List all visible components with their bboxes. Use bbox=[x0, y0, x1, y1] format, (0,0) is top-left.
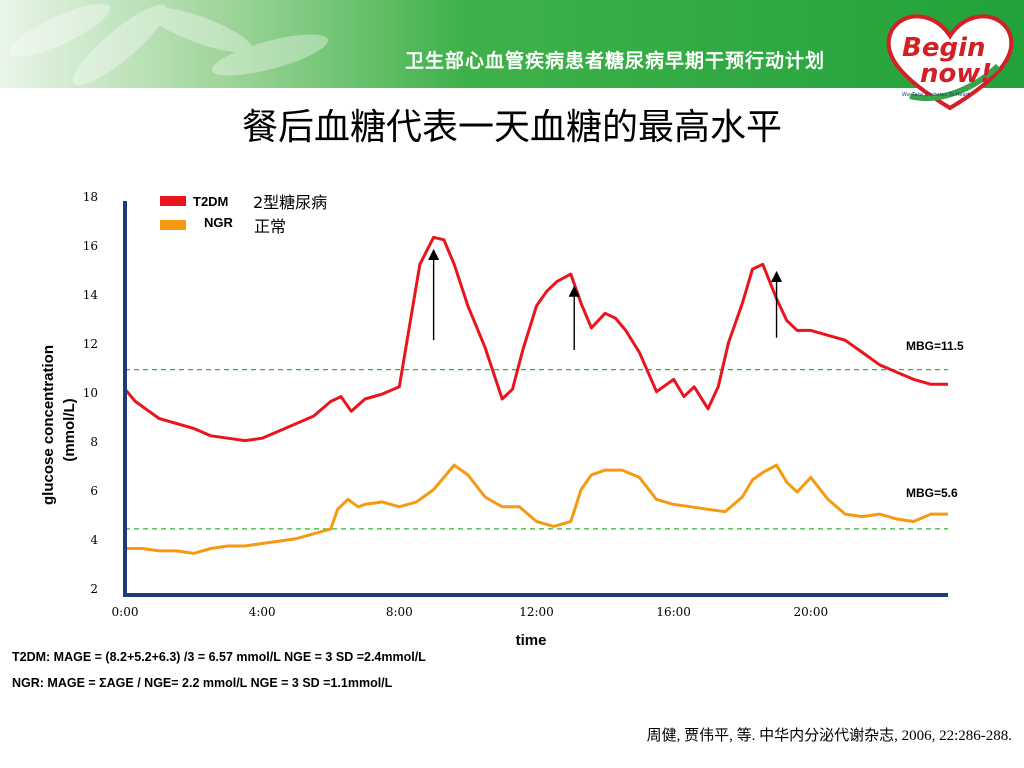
y-tick-label: 4 bbox=[90, 533, 98, 547]
x-tick-label: 8:00 bbox=[386, 605, 413, 619]
x-tick-label: 4:00 bbox=[249, 605, 276, 619]
x-tick-mark bbox=[808, 593, 813, 597]
mbg-label-ngr: MBG=5.6 bbox=[906, 486, 958, 500]
y-tick-label: 8 bbox=[90, 435, 98, 449]
y-tick-mark bbox=[123, 201, 127, 205]
y-tick-label: 12 bbox=[83, 337, 98, 351]
legend-desc-t2dm: 2型糖尿病 bbox=[253, 193, 327, 212]
x-tick-label: 20:00 bbox=[794, 605, 829, 619]
svg-text:Begin: Begin bbox=[902, 33, 985, 63]
y-tick-label: 6 bbox=[90, 484, 98, 498]
y-tick-mark bbox=[123, 299, 127, 303]
hands-watermark bbox=[9, 3, 329, 86]
y-tick-label: 14 bbox=[83, 288, 99, 302]
legend-label-ngr: NGR bbox=[204, 215, 234, 230]
x-tick-mark bbox=[260, 593, 265, 597]
y-tick-mark bbox=[123, 397, 127, 401]
citation: 周健, 贾伟平, 等. 中华内分泌代谢杂志, 2006, 22:286-288. bbox=[646, 728, 1012, 744]
svg-text:We Take Diabetes To Heart: We Take Diabetes To Heart bbox=[902, 92, 971, 98]
y-tick-mark bbox=[123, 348, 127, 352]
y-tick-label: 2 bbox=[90, 582, 98, 596]
footnote-ngr: NGR: MAGE = ΣAGE / NGE= 2.2 mmol/L NGE =… bbox=[12, 676, 393, 690]
y-axis-label-line1: glucose concentration bbox=[40, 345, 57, 505]
legend-swatch-t2dm bbox=[160, 196, 186, 206]
series-line-t2dm bbox=[123, 235, 948, 443]
y-tick-mark bbox=[123, 495, 127, 499]
series-line-ngr bbox=[125, 463, 948, 555]
legend-label-t2dm: T2DM bbox=[193, 194, 228, 209]
header-banner: 卫生部心血管疾病患者糖尿病早期干预行动计划 bbox=[0, 0, 1024, 88]
legend-desc-ngr: 正常 bbox=[254, 217, 286, 236]
legend-swatch-ngr bbox=[160, 220, 186, 230]
svg-text:now!: now! bbox=[920, 59, 992, 89]
x-axis-label: time bbox=[516, 632, 547, 649]
x-tick-mark bbox=[534, 593, 539, 597]
y-tick-label: 18 bbox=[83, 190, 98, 204]
mbg-label-t2dm: MBG=11.5 bbox=[906, 339, 964, 353]
y-tick-label: 10 bbox=[83, 386, 98, 400]
y-tick-mark bbox=[123, 446, 127, 450]
y-tick-mark bbox=[123, 544, 127, 548]
begin-now-logo: Begin now! We Take Diabetes To Heart bbox=[886, 14, 1014, 111]
x-tick-mark bbox=[123, 593, 127, 597]
header-title: 卫生部心血管疾病患者糖尿病早期干预行动计划 bbox=[405, 50, 826, 72]
footnote-t2dm: T2DM: MAGE = (8.2+5.2+6.3) /3 = 6.57 mmo… bbox=[12, 650, 426, 664]
x-tick-label: 12:00 bbox=[519, 605, 554, 619]
y-tick-label: 16 bbox=[83, 239, 98, 253]
slide-title: 餐后血糖代表一天血糖的最高水平 bbox=[241, 107, 782, 148]
x-tick-mark bbox=[397, 593, 402, 597]
y-tick-mark bbox=[123, 250, 127, 254]
x-tick-mark bbox=[671, 593, 676, 597]
x-tick-label: 16:00 bbox=[656, 605, 691, 619]
y-axis-label-line2: (mmol/L) bbox=[61, 398, 78, 461]
x-tick-label: 0:00 bbox=[112, 605, 139, 619]
